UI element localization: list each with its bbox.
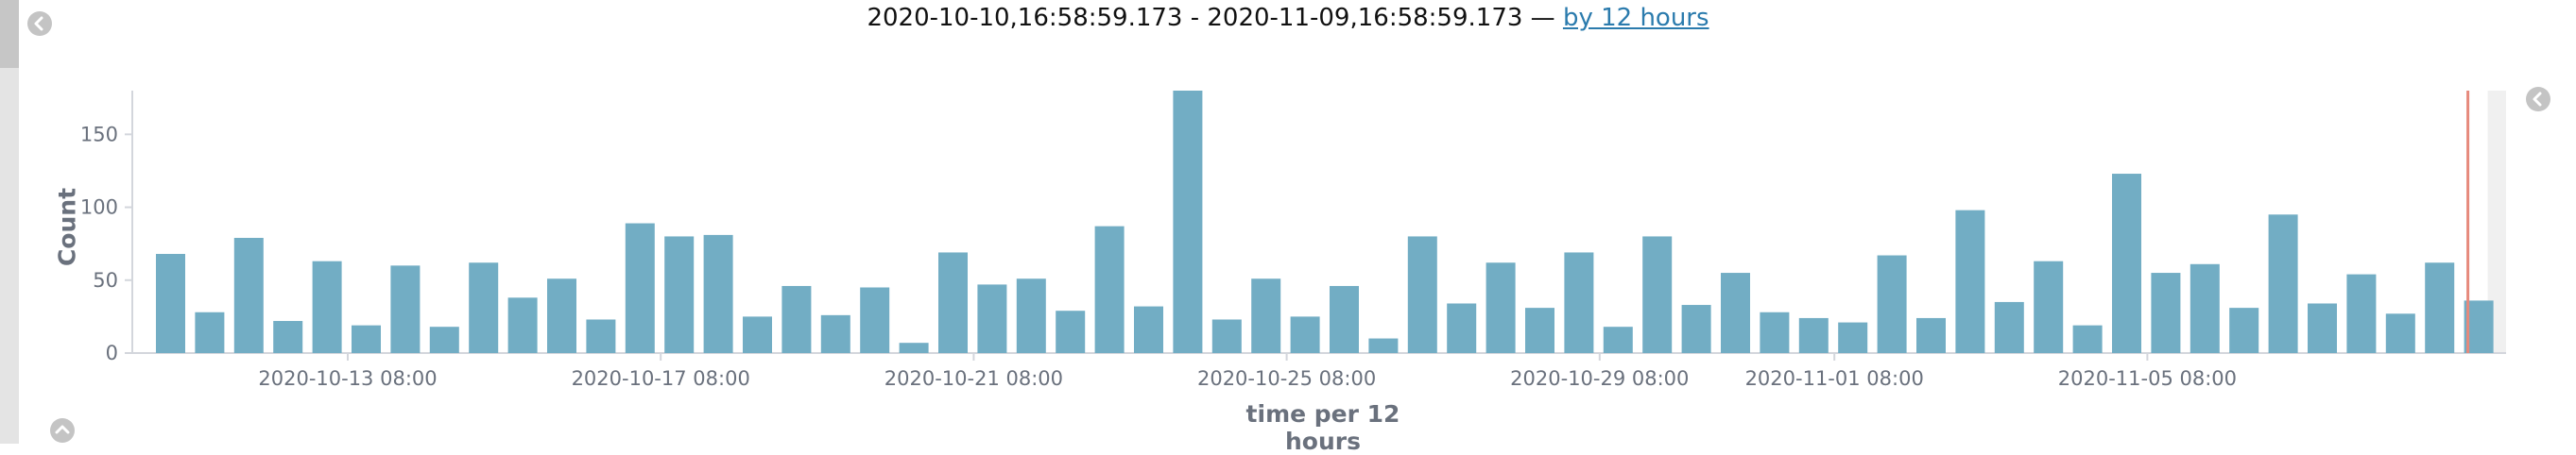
time-range-header: 2020-10-10,16:58:59.173 - 2020-11-09,16:… [0, 4, 2576, 32]
histogram-bar[interactable] [1760, 312, 1790, 353]
histogram-bar[interactable] [625, 223, 655, 353]
x-tick-label: 2020-10-21 08:00 [884, 367, 1063, 390]
histogram-bar[interactable] [1407, 236, 1437, 353]
histogram-bar[interactable] [352, 325, 381, 353]
histogram-bar[interactable] [1721, 273, 1750, 353]
histogram-bar[interactable] [1173, 91, 1203, 353]
histogram-bar[interactable] [1368, 338, 1399, 353]
x-tick-label: 2020-10-17 08:00 [572, 367, 750, 390]
time-range-text: 2020-10-10,16:58:59.173 - 2020-11-09,16:… [867, 4, 1555, 32]
interval-link[interactable]: by 12 hours [1562, 4, 1709, 32]
histogram-bar[interactable] [2308, 303, 2337, 353]
x-tick-label: 2020-10-25 08:00 [1197, 367, 1376, 390]
histogram-bar[interactable] [586, 319, 616, 353]
histogram-bar[interactable] [233, 237, 264, 353]
histogram-bar[interactable] [664, 236, 695, 353]
histogram-bar[interactable] [156, 253, 185, 353]
histogram-bar[interactable] [429, 327, 459, 353]
histogram-bar[interactable] [743, 316, 772, 353]
histogram-bar[interactable] [1955, 210, 1985, 353]
scrollbar-thumb[interactable] [0, 0, 19, 68]
partial-bucket-shade [2487, 91, 2506, 353]
histogram-bar[interactable] [2190, 263, 2220, 353]
x-axis-title: time per 12 hours [1245, 400, 1400, 455]
chevron-left-icon [2533, 92, 2542, 107]
histogram-bar[interactable] [2268, 214, 2298, 353]
chevron-left-icon [34, 16, 43, 31]
histogram-bar[interactable] [1447, 303, 1477, 353]
histogram-bar[interactable] [977, 284, 1007, 353]
x-tick-label: 2020-10-29 08:00 [1510, 367, 1689, 390]
histogram-bar[interactable] [547, 278, 576, 353]
x-tick-label: 2020-11-01 08:00 [1745, 367, 1924, 390]
histogram-bar[interactable] [1681, 305, 1711, 353]
histogram-bar[interactable] [1603, 327, 1633, 353]
chevron-up-icon [55, 425, 70, 434]
x-axis-ticks: 2020-10-13 08:00 2020-10-17 08:00 2020-10-… [258, 353, 2237, 390]
histogram-bar[interactable] [2072, 325, 2103, 353]
histogram-bar[interactable] [2229, 308, 2259, 353]
histogram-bar[interactable] [1525, 308, 1554, 353]
histogram-bar[interactable] [1016, 278, 1046, 353]
y-tick-label: 150 [80, 123, 118, 145]
histogram-bar[interactable] [1056, 311, 1086, 353]
y-tick-label: 50 [93, 269, 118, 292]
histogram-bar[interactable] [899, 343, 929, 353]
histogram-bar[interactable] [1798, 317, 1829, 353]
histogram-bar[interactable] [1134, 306, 1163, 353]
histogram-bar[interactable] [1642, 236, 1673, 353]
histogram-bar[interactable] [1251, 278, 1281, 353]
histogram-bar[interactable] [273, 321, 303, 353]
x-tick-label: 2020-11-05 08:00 [2058, 367, 2237, 390]
histogram-bar[interactable] [781, 285, 812, 353]
collapse-right-panel-button[interactable] [2526, 87, 2550, 111]
histogram-bar[interactable] [2425, 262, 2455, 353]
histogram-bar[interactable] [2151, 273, 2181, 353]
histogram-chart: 0 50 100 150 2020-10-13 08:00 2020-10-17 08:… [80, 91, 2506, 390]
y-tick-label: 0 [106, 342, 118, 364]
histogram-bar[interactable] [1485, 262, 1516, 353]
histogram-bar[interactable] [469, 262, 499, 353]
collapse-sidebar-button[interactable] [27, 11, 52, 36]
histogram-bar[interactable] [1916, 317, 1946, 353]
histogram-bar[interactable] [1994, 301, 2024, 353]
histogram-bar[interactable] [195, 312, 225, 353]
toggle-bottom-panel-button[interactable] [50, 418, 75, 443]
histogram-bar[interactable] [2346, 274, 2377, 353]
histogram-bar[interactable] [2385, 313, 2415, 353]
histogram-bar[interactable] [1211, 319, 1242, 353]
x-tick-label: 2020-10-13 08:00 [258, 367, 437, 390]
histogram-bar[interactable] [2112, 174, 2141, 353]
histogram-bar[interactable] [938, 252, 968, 353]
y-axis-title: Count [53, 187, 81, 267]
histogram-bar[interactable] [312, 261, 342, 353]
bar-series [156, 91, 2494, 353]
histogram-bar[interactable] [860, 287, 890, 354]
histogram-bar[interactable] [703, 234, 733, 353]
histogram-bar[interactable] [1330, 285, 1359, 353]
y-axis-ticks: 0 50 100 150 [80, 123, 132, 364]
histogram-bar[interactable] [1094, 226, 1125, 353]
histogram-bar[interactable] [1290, 316, 1320, 353]
histogram-bar[interactable] [390, 265, 421, 353]
histogram-bar[interactable] [2034, 261, 2064, 353]
histogram-bar[interactable] [1564, 252, 1594, 353]
histogram-bar[interactable] [820, 314, 850, 353]
histogram-bar[interactable] [1838, 322, 1868, 353]
histogram-bar[interactable] [1877, 255, 1907, 353]
y-tick-label: 100 [80, 196, 118, 219]
histogram-bar[interactable] [507, 297, 538, 353]
left-panel-scrollbar[interactable] [0, 0, 19, 444]
